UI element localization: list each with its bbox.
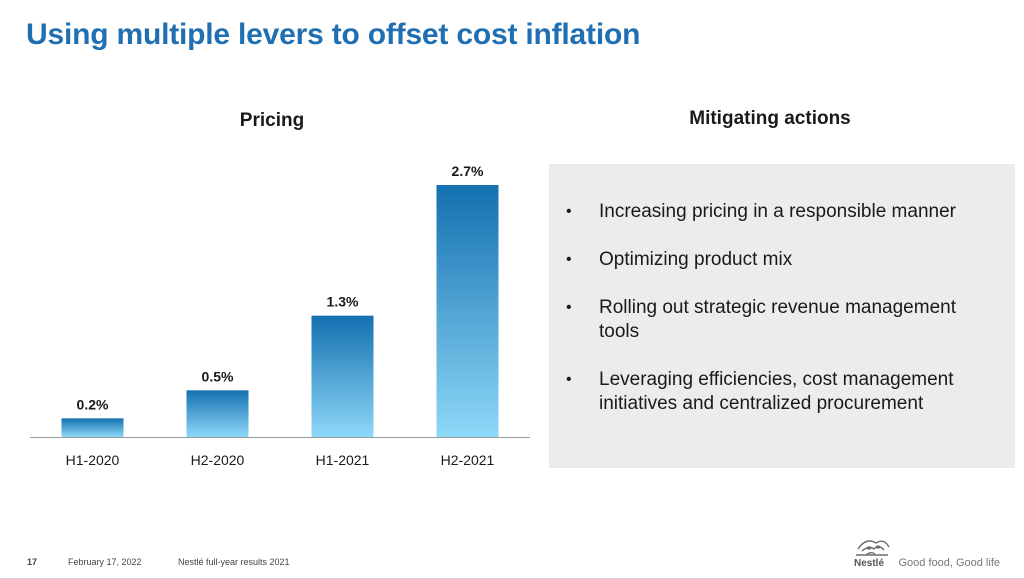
pricing-bar-chart: 0.2% H1-2020 0.5% H2-2020 1.3% H1-2021 2.7% H2-…: [30, 163, 530, 468]
x-tick-label-h1-2021: H1-2021: [316, 452, 370, 468]
slide-title: Using multiple levers to offset cost inf…: [26, 18, 641, 51]
brand-block: Nestlé Good food, Good life: [852, 535, 1000, 569]
bullet-icon: •: [566, 371, 572, 388]
data-label-h2-2021: 2.7%: [452, 163, 484, 179]
action-item-label: Increasing pricing in a responsible mann…: [599, 201, 956, 222]
bullet-icon: •: [566, 299, 572, 316]
footer-event: Nestlé full-year results 2021: [178, 557, 290, 567]
bullet-icon: •: [566, 203, 572, 220]
footer-date: February 17, 2022: [68, 557, 142, 567]
action-item-label: Optimizing product mix: [599, 249, 793, 270]
bar-h1-2020: [61, 418, 124, 437]
brand-name: Nestlé: [854, 558, 884, 569]
action-item-pricing: • Increasing pricing in a responsible man…: [549, 200, 1015, 224]
data-label-h1-2021: 1.3%: [327, 294, 359, 310]
action-item-label: Rolling out strategic revenue management…: [599, 297, 956, 342]
data-label-h2-2020: 0.5%: [202, 368, 234, 384]
bar-h2-2020: [186, 390, 249, 437]
x-tick-label-h1-2020: H1-2020: [66, 452, 120, 468]
x-tick-label-h2-2021: H2-2021: [441, 452, 495, 468]
chart-title: Pricing: [239, 110, 305, 131]
nestle-logo-icon: Nestlé: [854, 540, 891, 569]
x-tick-label-h2-2020: H2-2020: [191, 452, 245, 468]
brand-tagline: Good food, Good life: [898, 557, 1000, 569]
action-item-label: Leveraging efficiencies, cost management…: [599, 369, 954, 414]
data-label-h1-2020: 0.2%: [77, 396, 109, 412]
action-item-efficiencies: • Leveraging efficiencies, cost managemen…: [549, 368, 1015, 416]
action-item-product-mix: • Optimizing product mix: [549, 248, 1015, 272]
bar-h2-2021: [436, 185, 499, 437]
mitigating-actions-panel: • Increasing pricing in a responsible man…: [549, 164, 1015, 468]
page-number: 17: [27, 557, 38, 567]
bullet-icon: •: [566, 251, 572, 268]
action-item-revenue-tools: • Rolling out strategic revenue managemen…: [549, 296, 1015, 344]
bar-h1-2021: [311, 315, 374, 437]
mitigating-actions-list: • Increasing pricing in a responsible man…: [549, 200, 1015, 440]
mitigating-actions-title: Mitigating actions: [689, 108, 851, 129]
